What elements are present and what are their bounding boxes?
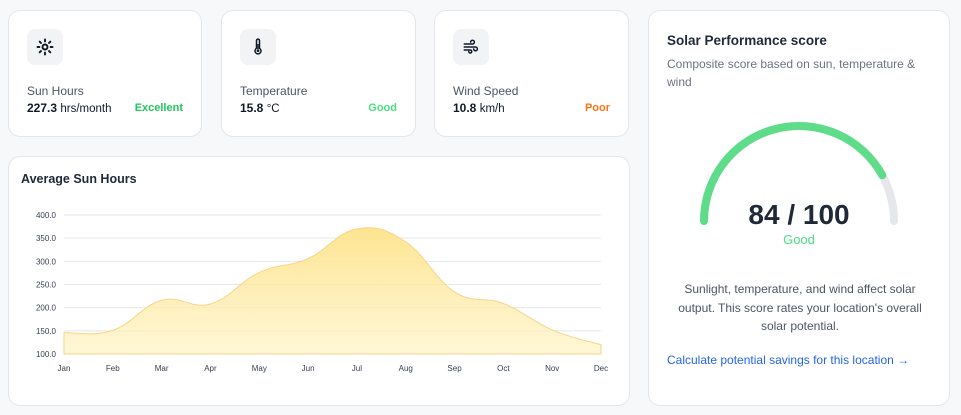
x-tick-label: Aug bbox=[399, 364, 413, 373]
y-tick-label: 300.0 bbox=[36, 257, 57, 266]
sun-hours-chart-card: Average Sun Hours 100.0 150.0 200.0 250.0 30… bbox=[8, 156, 630, 406]
x-tick-label: Sep bbox=[447, 364, 462, 373]
y-tick-label: 400.0 bbox=[36, 211, 57, 220]
calculate-savings-link[interactable]: Calculate potential savings for this loc… bbox=[667, 353, 910, 367]
score-gauge bbox=[700, 122, 898, 225]
score-value: 84 / 100 bbox=[748, 199, 850, 230]
performance-subtitle: Composite score based on sun, temperatur… bbox=[667, 57, 916, 89]
thermometer-icon bbox=[240, 29, 276, 65]
stat-value: 15.8 °C bbox=[240, 101, 280, 115]
x-tick-label: Jan bbox=[58, 364, 71, 373]
stat-label: Sun Hours bbox=[27, 84, 84, 98]
x-tick-label: Nov bbox=[545, 364, 559, 373]
stat-label: Temperature bbox=[240, 84, 308, 98]
gauge-fill bbox=[700, 122, 887, 225]
y-tick-label: 200.0 bbox=[36, 304, 57, 313]
stat-rating: Excellent bbox=[134, 102, 183, 114]
stat-label: Wind Speed bbox=[453, 84, 519, 98]
x-tick-label: Feb bbox=[106, 364, 120, 373]
chart-title: Average Sun Hours bbox=[21, 172, 137, 186]
stat-rating: Poor bbox=[584, 102, 610, 114]
x-tick-label: Oct bbox=[497, 364, 510, 373]
sun-icon bbox=[27, 29, 63, 65]
sun-hours-area-chart: 100.0 150.0 200.0 250.0 300.0 350.0 400.0 Jan F… bbox=[36, 211, 608, 373]
y-tick-label: 100.0 bbox=[36, 350, 57, 359]
x-tick-label: Jun bbox=[302, 364, 315, 373]
x-tick-label: Dec bbox=[594, 364, 608, 373]
stat-card-wind-speed: Wind Speed 10.8 km/h Poor bbox=[434, 10, 629, 137]
x-tick-label: Jul bbox=[352, 364, 362, 373]
stat-card-sun-hours: Sun Hours 227.3 hrs/month Excellent bbox=[8, 10, 202, 137]
sun-hours-area bbox=[63, 227, 602, 355]
y-tick-label: 250.0 bbox=[36, 281, 57, 290]
x-tick-label: Apr bbox=[204, 364, 217, 373]
solar-performance-card: Solar Performance score Composite score … bbox=[648, 10, 950, 406]
performance-title: Solar Performance score bbox=[667, 33, 827, 48]
stat-value: 10.8 km/h bbox=[453, 101, 505, 115]
performance-description: Sunlight, temperature, and wind affect s… bbox=[678, 282, 922, 333]
wind-icon bbox=[453, 29, 489, 65]
x-tick-label: Mar bbox=[155, 364, 169, 373]
stat-card-temperature: Temperature 15.8 °C Good bbox=[221, 10, 416, 137]
y-tick-label: 350.0 bbox=[36, 234, 57, 243]
stat-rating: Good bbox=[368, 102, 397, 114]
x-tick-label: May bbox=[252, 364, 267, 373]
stat-value: 227.3 hrs/month bbox=[27, 101, 112, 115]
y-tick-label: 150.0 bbox=[36, 327, 57, 336]
score-label: Good bbox=[783, 232, 815, 247]
